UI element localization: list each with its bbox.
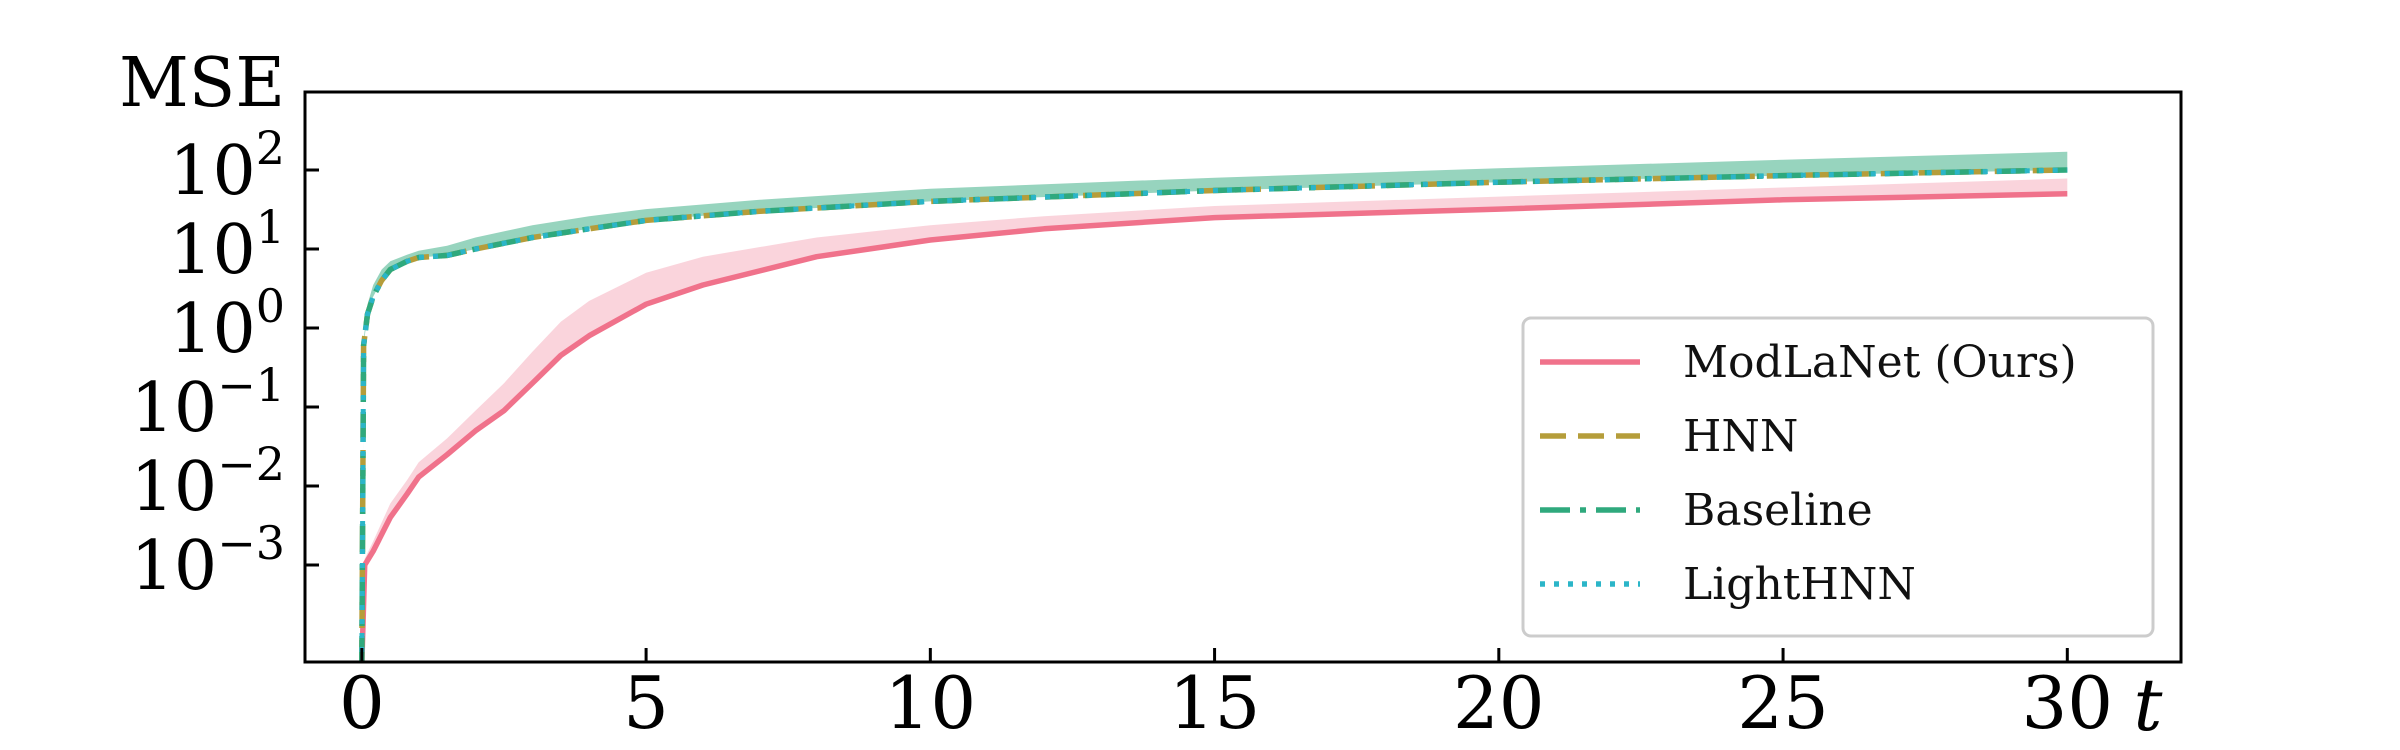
line-lighthnn <box>359 167 2068 662</box>
y-tick-label: 102 <box>169 121 285 211</box>
y-axis-label: MSE <box>119 44 285 123</box>
legend-label: HNN <box>1683 411 1798 462</box>
y-tick-label: 10−2 <box>131 437 285 527</box>
x-tick-label: 0 <box>339 661 385 745</box>
x-axis-label: t <box>2134 663 2164 747</box>
legend: ModLaNet (Ours) HNN Baseline LightHNN <box>1521 316 2155 638</box>
x-tick-label: 5 <box>623 661 669 745</box>
legend-label: Baseline <box>1683 485 1873 536</box>
legend-box <box>1521 316 2155 638</box>
x-tick-label: 30 <box>2021 661 2113 745</box>
x-tick-label: 25 <box>1737 661 1829 745</box>
plot-frame <box>303 90 2183 664</box>
legend-label: LightHNN <box>1683 559 1916 610</box>
line-modlanet-ours <box>359 191 2068 662</box>
y-tick-label: 100 <box>169 279 285 369</box>
x-axis-ticks: 0 5 10 15 20 25 30 <box>339 648 2113 745</box>
y-tick-label: 10−1 <box>131 358 285 448</box>
legend-label: ModLaNet (Ours) <box>1683 337 2077 388</box>
x-tick-label: 20 <box>1453 661 1545 745</box>
y-tick-label: 10−3 <box>131 516 285 606</box>
x-tick-label: 15 <box>1169 661 1261 745</box>
x-tick-label: 10 <box>885 661 977 745</box>
y-tick-label: 101 <box>169 200 285 290</box>
series-lines <box>359 167 2068 662</box>
